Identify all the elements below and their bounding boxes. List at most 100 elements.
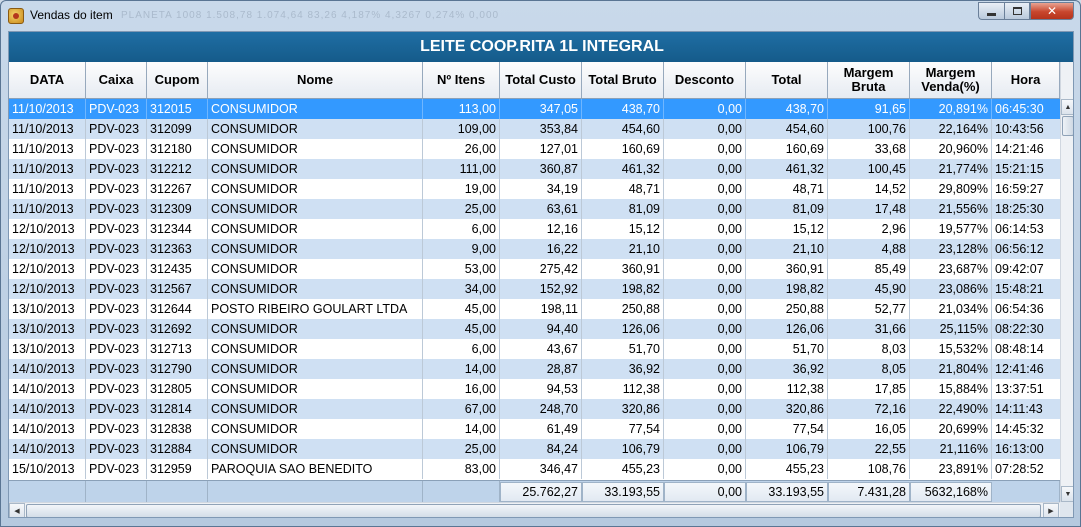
table-row[interactable]: 13/10/2013 PDV-023 312713 CONSUMIDOR 6,00 43,… (9, 339, 1060, 359)
scroll-up-button[interactable]: ▲ (1061, 99, 1073, 115)
cell-total: 15,12 (746, 219, 828, 239)
scroll-left-button[interactable]: ◀ (9, 503, 25, 517)
close-button[interactable]: ✕ (1030, 2, 1074, 20)
cell-total: 21,10 (746, 239, 828, 259)
table-row[interactable]: 11/10/2013 PDV-023 312267 CONSUMIDOR 19,00 34… (9, 179, 1060, 199)
sales-grid[interactable]: DATA Caixa Cupom Nome Nº Itens Total Custo Tot… (9, 62, 1060, 479)
header-data[interactable]: DATA (9, 62, 86, 98)
cell-data: 14/10/2013 (9, 399, 86, 419)
cell-total-custo: 127,01 (500, 139, 582, 159)
header-hora[interactable]: Hora (992, 62, 1060, 98)
totals-spacer (423, 481, 500, 502)
cell-itens: 34,00 (423, 279, 500, 299)
cell-cupom: 312567 (147, 279, 208, 299)
cell-total-custo: 347,05 (500, 99, 582, 119)
table-row[interactable]: 11/10/2013 PDV-023 312180 CONSUMIDOR 26,00 12… (9, 139, 1060, 159)
vertical-scroll-thumb[interactable] (1062, 116, 1073, 136)
table-row[interactable]: 14/10/2013 PDV-023 312814 CONSUMIDOR 67,00 24… (9, 399, 1060, 419)
cell-total: 438,70 (746, 99, 828, 119)
table-row[interactable]: 11/10/2013 PDV-023 312015 CONSUMIDOR 113,00 3… (9, 99, 1060, 119)
title-bar[interactable]: Vendas do item PLANETA 1008 1.508,78 1.0… (1, 1, 1080, 31)
table-row[interactable]: 14/10/2013 PDV-023 312884 CONSUMIDOR 25,00 84… (9, 439, 1060, 459)
header-total-custo[interactable]: Total Custo (500, 62, 582, 98)
cell-total: 250,88 (746, 299, 828, 319)
cell-cupom: 312212 (147, 159, 208, 179)
cell-total-bruto: 320,86 (582, 399, 664, 419)
header-margem-bruta[interactable]: Margem Bruta (828, 62, 910, 98)
table-row[interactable]: 11/10/2013 PDV-023 312309 CONSUMIDOR 25,00 63… (9, 199, 1060, 219)
cell-total-custo: 84,24 (500, 439, 582, 459)
cell-data: 14/10/2013 (9, 379, 86, 399)
cell-desconto: 0,00 (664, 459, 746, 479)
cell-total-custo: 275,42 (500, 259, 582, 279)
cell-margem-bruta: 72,16 (828, 399, 910, 419)
cell-nome: CONSUMIDOR (208, 279, 423, 299)
header-cupom[interactable]: Cupom (147, 62, 208, 98)
table-row[interactable]: 12/10/2013 PDV-023 312344 CONSUMIDOR 6,00 12,… (9, 219, 1060, 239)
cell-total: 160,69 (746, 139, 828, 159)
grid-body: 11/10/2013 PDV-023 312015 CONSUMIDOR 113,00 3… (9, 99, 1060, 479)
table-row[interactable]: 12/10/2013 PDV-023 312363 CONSUMIDOR 9,00 16,… (9, 239, 1060, 259)
cell-margem-venda: 21,034% (910, 299, 992, 319)
cell-hora: 15:21:15 (995, 162, 1044, 176)
cell-itens: 45,00 (423, 319, 500, 339)
cell-total-bruto: 77,54 (582, 419, 664, 439)
header-margem-venda[interactable]: Margem Venda(%) (910, 62, 992, 98)
table-row[interactable]: 14/10/2013 PDV-023 312790 CONSUMIDOR 14,00 28… (9, 359, 1060, 379)
cell-cupom: 312344 (147, 219, 208, 239)
totals-spacer (147, 481, 208, 502)
cell-margem-bruta: 31,66 (828, 319, 910, 339)
cell-cupom: 312713 (147, 339, 208, 359)
cell-caixa: PDV-023 (86, 119, 147, 139)
header-nome[interactable]: Nome (208, 62, 423, 98)
cell-cupom: 312692 (147, 319, 208, 339)
cell-data: 12/10/2013 (9, 259, 86, 279)
maximize-icon (1012, 7, 1022, 15)
scroll-right-button[interactable]: ▶ (1043, 503, 1059, 517)
table-row[interactable]: 15/10/2013 PDV-023 312959 PAROQUIA SAO BENE… (9, 459, 1060, 479)
table-row[interactable]: 12/10/2013 PDV-023 312435 CONSUMIDOR 53,00 27… (9, 259, 1060, 279)
margem-bruta-sum: 7.431,28 (828, 482, 910, 502)
header-itens[interactable]: Nº Itens (423, 62, 500, 98)
cell-itens: 26,00 (423, 139, 500, 159)
cell-desconto: 0,00 (664, 219, 746, 239)
cell-total-bruto: 454,60 (582, 119, 664, 139)
horizontal-scrollbar[interactable]: ◀ ▶ (9, 502, 1073, 517)
vertical-scrollbar[interactable]: ▲ ▼ (1060, 62, 1073, 502)
header-caixa[interactable]: Caixa (86, 62, 147, 98)
header-total[interactable]: Total (746, 62, 828, 98)
scroll-down-button[interactable]: ▼ (1061, 486, 1073, 502)
cell-data: 11/10/2013 (9, 199, 86, 219)
total-sum: 33.193,55 (746, 482, 828, 502)
app-icon[interactable] (8, 8, 24, 24)
cell-cupom: 312015 (147, 99, 208, 119)
table-row[interactable]: 11/10/2013 PDV-023 312212 CONSUMIDOR 111,00 3… (9, 159, 1060, 179)
header-desconto[interactable]: Desconto (664, 62, 746, 98)
cell-cupom: 312435 (147, 259, 208, 279)
total-custo-sum: 25.762,27 (500, 482, 582, 502)
cell-total-bruto: 51,70 (582, 339, 664, 359)
table-row[interactable]: 14/10/2013 PDV-023 312805 CONSUMIDOR 16,00 94… (9, 379, 1060, 399)
cell-data: 11/10/2013 (9, 139, 86, 159)
cell-hora: 14:21:46 (995, 142, 1044, 156)
table-row[interactable]: 13/10/2013 PDV-023 312644 POSTO RIBEIRO GOU… (9, 299, 1060, 319)
cell-caixa: PDV-023 (86, 299, 147, 319)
cell-total: 112,38 (746, 379, 828, 399)
header-total-bruto[interactable]: Total Bruto (582, 62, 664, 98)
minimize-button[interactable] (978, 2, 1004, 20)
maximize-button[interactable] (1004, 2, 1030, 20)
arrow-left-icon: ◀ (14, 508, 20, 515)
horizontal-scroll-thumb[interactable] (26, 504, 1041, 517)
cell-total: 198,82 (746, 279, 828, 299)
cell-itens: 16,00 (423, 379, 500, 399)
cell-margem-bruta: 100,76 (828, 119, 910, 139)
cell-margem-venda: 22,164% (910, 119, 992, 139)
table-row[interactable]: 12/10/2013 PDV-023 312567 CONSUMIDOR 34,00 15… (9, 279, 1060, 299)
table-row[interactable]: 14/10/2013 PDV-023 312838 CONSUMIDOR 14,00 61… (9, 419, 1060, 439)
cell-desconto: 0,00 (664, 239, 746, 259)
table-row[interactable]: 13/10/2013 PDV-023 312692 CONSUMIDOR 45,00 94… (9, 319, 1060, 339)
cell-itens: 14,00 (423, 419, 500, 439)
grid-header: DATA Caixa Cupom Nome Nº Itens Total Custo Tot… (9, 62, 1060, 99)
cell-itens: 9,00 (423, 239, 500, 259)
table-row[interactable]: 11/10/2013 PDV-023 312099 CONSUMIDOR 109,00 3… (9, 119, 1060, 139)
